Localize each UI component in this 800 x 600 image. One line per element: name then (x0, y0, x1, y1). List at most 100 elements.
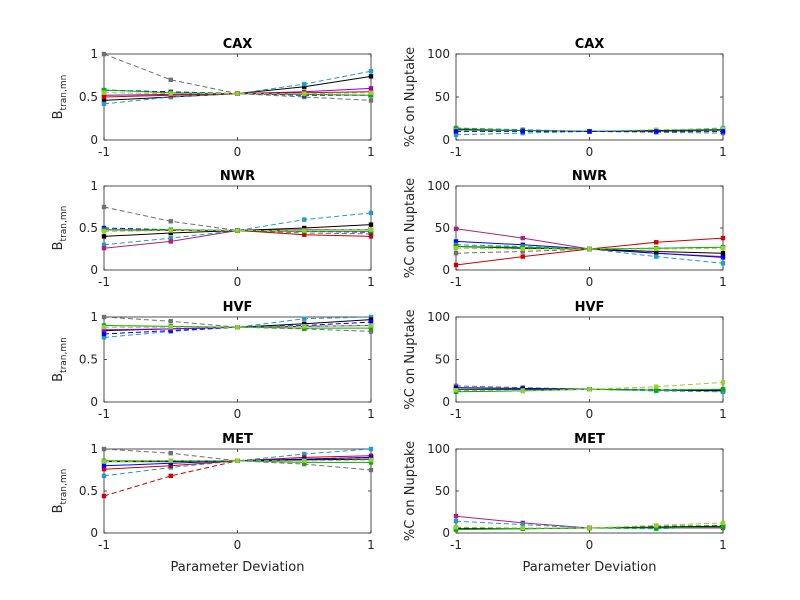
data-point (587, 387, 592, 392)
data-point (453, 239, 459, 244)
data-point (453, 527, 459, 532)
series-line (455, 127, 724, 134)
x-tick-label: -1 (450, 145, 462, 159)
x-tick-label: -1 (450, 275, 462, 289)
data-point (520, 254, 525, 259)
data-point (235, 228, 240, 233)
data-point (168, 219, 173, 224)
series-5 (453, 520, 726, 531)
x-axis-label: Parameter Deviation (523, 560, 657, 575)
data-point (235, 91, 240, 96)
data-point (168, 228, 173, 233)
y-tick-label: 1 (90, 47, 98, 61)
data-point (720, 520, 726, 526)
data-point (368, 222, 374, 227)
data-point (302, 228, 307, 233)
series-line (103, 227, 372, 233)
y-axis-label-main: %C on Nuptake (403, 47, 418, 147)
series-line (103, 70, 372, 105)
data-point (587, 525, 592, 531)
series-line (103, 92, 372, 95)
data-point (453, 226, 459, 232)
data-point (720, 261, 726, 266)
data-point (101, 463, 107, 468)
series-line (455, 247, 724, 250)
series-line (104, 325, 372, 328)
y-axis-label: Btran,mn (51, 469, 69, 514)
data-point (368, 455, 374, 460)
data-point (302, 458, 307, 463)
y-tick-label: 50 (435, 353, 450, 367)
series-line (103, 316, 372, 338)
y-axis-label-main: %C on Nuptake (403, 441, 418, 541)
y-tick-label: 100 (427, 310, 450, 324)
data-point (453, 519, 459, 524)
y-axis-label: Btran,mn (51, 337, 69, 382)
series-line (103, 448, 372, 471)
y-axis-label: %C on Nuptake (403, 178, 418, 278)
x-tick-label: -1 (450, 407, 462, 421)
y-axis-label-subscript: tran,mn (59, 337, 69, 373)
data-point (101, 327, 107, 332)
series-line (103, 316, 372, 332)
data-point (101, 335, 107, 340)
data-point (453, 524, 459, 530)
data-point (302, 81, 307, 87)
data-point (101, 229, 107, 234)
y-tick-label: 0 (442, 526, 450, 540)
data-point (368, 457, 374, 463)
y-tick-label: 50 (435, 221, 450, 235)
data-point (101, 466, 107, 472)
x-tick-label: 0 (586, 538, 594, 552)
data-point (453, 132, 459, 138)
axes-frame (103, 185, 372, 271)
data-point (368, 446, 374, 452)
panel-title: NWR (220, 169, 255, 184)
series-line (103, 459, 372, 463)
y-tick-label: 0 (442, 263, 450, 277)
x-tick-label: 0 (586, 275, 594, 289)
x-tick-label: 1 (719, 538, 727, 552)
data-point (453, 129, 459, 134)
data-point (101, 94, 107, 100)
data-point (168, 463, 173, 468)
y-tick-label: 1 (90, 310, 98, 324)
data-point (235, 458, 240, 463)
x-axis-label: Parameter Deviation (171, 560, 305, 575)
series-line (103, 229, 372, 232)
y-axis-label: Btran,mn (51, 206, 69, 251)
y-tick-label: 1 (90, 179, 98, 193)
x-tick-label: -1 (98, 145, 110, 159)
data-point (168, 319, 173, 324)
series-5 (453, 129, 726, 134)
data-point (520, 235, 525, 241)
series-line (103, 321, 372, 335)
data-point (368, 467, 374, 473)
data-point (101, 493, 107, 499)
data-point (654, 523, 659, 528)
data-point (520, 246, 525, 252)
data-point (654, 525, 659, 531)
x-tick-label: 1 (719, 407, 727, 421)
y-axis-label: %C on Nuptake (403, 47, 418, 147)
y-axis-label-main: B (51, 504, 66, 513)
data-point (302, 316, 307, 321)
series-5 (453, 380, 726, 394)
y-tick-label: 100 (427, 442, 450, 456)
y-axis-label: Btran,mn (51, 75, 69, 120)
data-point (302, 225, 307, 231)
data-point (101, 245, 107, 251)
panel-title: CAX (223, 37, 253, 52)
data-point (368, 69, 374, 74)
series-line (103, 206, 372, 235)
data-point (101, 204, 107, 210)
x-tick-label: -1 (98, 538, 110, 552)
data-point (368, 319, 374, 325)
data-point (101, 325, 107, 330)
data-point (368, 93, 374, 98)
y-axis-label-subscript: tran,mn (59, 75, 69, 111)
data-point (302, 324, 307, 329)
series-line (455, 385, 724, 391)
x-tick-label: 0 (586, 407, 594, 421)
